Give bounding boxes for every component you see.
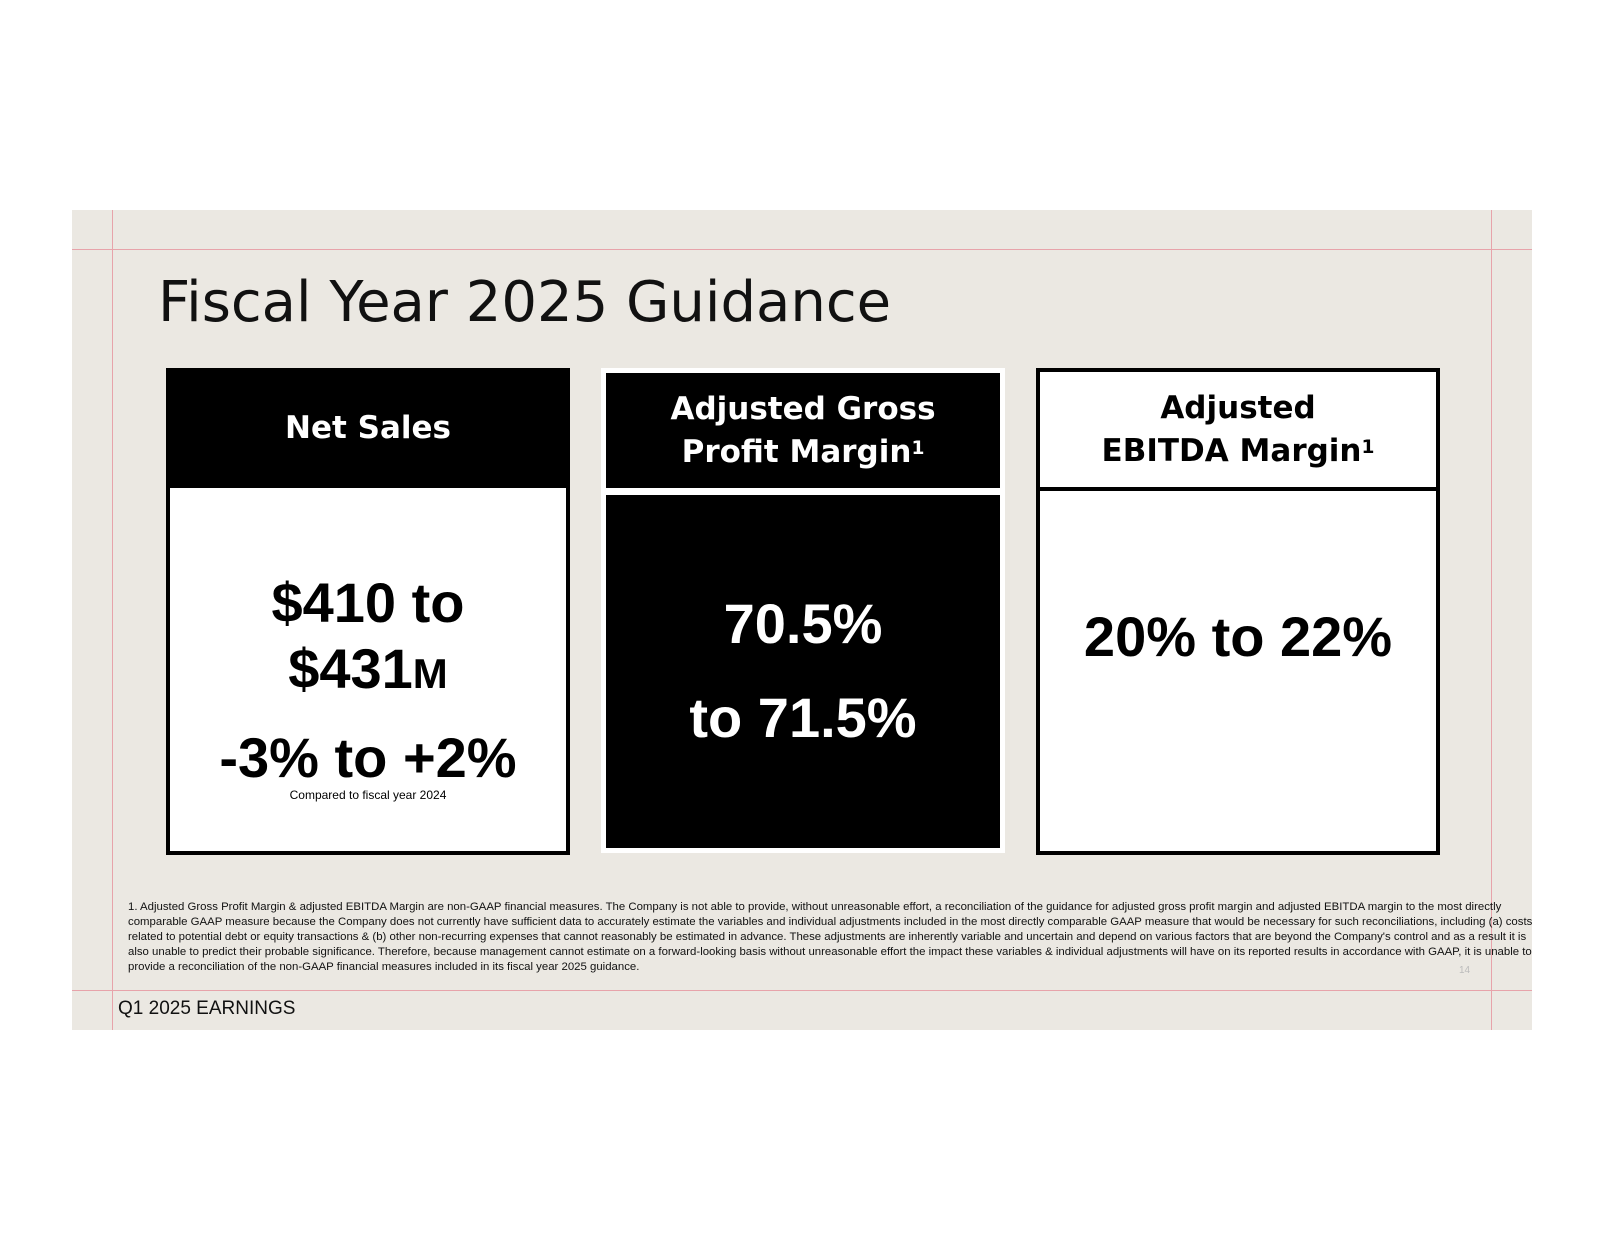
ebitda-margin-card: Adjusted EBITDA Margin1 20% to 22% bbox=[1036, 368, 1440, 855]
slide-title: Fiscal Year 2025 Guidance bbox=[158, 270, 892, 335]
ebitda-margin-heading-text: Adjusted EBITDA Margin bbox=[1101, 389, 1362, 469]
guide-line-bottom bbox=[72, 990, 1532, 991]
net-sales-body: $410 to $431M -3% to +2% Compared to fis… bbox=[166, 488, 570, 855]
net-sales-value-line2: $431M bbox=[170, 636, 566, 707]
net-sales-change: -3% to +2% bbox=[219, 726, 517, 789]
net-sales-value-amount: $431 bbox=[288, 637, 413, 700]
page-number: 14 bbox=[1459, 965, 1471, 976]
gross-margin-footnote-ref: 1 bbox=[911, 437, 925, 459]
net-sales-heading: Net Sales bbox=[166, 368, 570, 488]
ebitda-margin-footnote-ref: 1 bbox=[1361, 436, 1375, 458]
net-sales-value-line1: $410 to bbox=[271, 571, 465, 634]
gross-margin-card: Adjusted Gross Profit Margin1 70.5% to 7… bbox=[601, 368, 1005, 853]
net-sales-note: Compared to fiscal year 2024 bbox=[289, 788, 447, 802]
net-sales-card: Net Sales $410 to $431M -3% to +2% Compa… bbox=[166, 368, 570, 855]
ebitda-margin-heading: Adjusted EBITDA Margin1 bbox=[1036, 368, 1440, 491]
guide-line-top bbox=[72, 249, 1532, 250]
slide: Fiscal Year 2025 Guidance Net Sales $410… bbox=[72, 210, 1532, 1030]
guide-line-left bbox=[112, 210, 113, 1030]
footer-label: Q1 2025 EARNINGS bbox=[118, 998, 296, 1019]
gross-margin-value-line1: 70.5% bbox=[723, 592, 883, 655]
guide-line-right bbox=[1491, 210, 1492, 1030]
gross-margin-body: 70.5% to 71.5% bbox=[601, 490, 1005, 853]
footnote: 1. Adjusted Gross Profit Margin & adjust… bbox=[128, 901, 1532, 973]
gross-margin-heading: Adjusted Gross Profit Margin1 bbox=[601, 368, 1005, 493]
gross-margin-value-line2: to 71.5% bbox=[689, 686, 917, 749]
net-sales-heading-text: Net Sales bbox=[285, 409, 451, 446]
ebitda-margin-body: 20% to 22% bbox=[1036, 487, 1440, 855]
ebitda-margin-value: 20% to 22% bbox=[1083, 605, 1393, 668]
net-sales-value-suffix: M bbox=[412, 650, 448, 697]
gross-margin-heading-text: Adjusted Gross Profit Margin bbox=[670, 390, 936, 470]
